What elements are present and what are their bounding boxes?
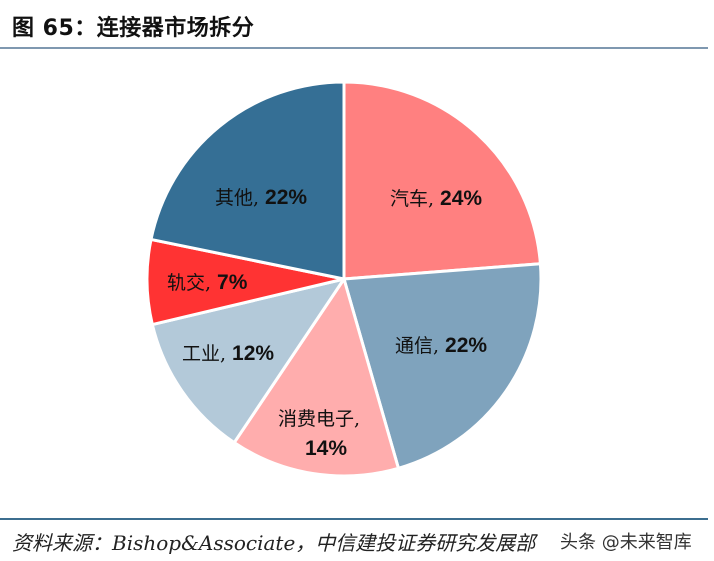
watermark: 头条 @未来智库 xyxy=(560,532,692,553)
label-telecom: 通信, 22% xyxy=(395,334,487,357)
label-industrial: 工业, 12% xyxy=(182,342,274,365)
slice-auto xyxy=(342,80,542,281)
label-consumer-electronics-pct: 14% xyxy=(305,437,347,460)
slice-labels: 汽车, 24% 通信, 22% 消费电子, 14% 工业, 12% 轨交, 7% 其他,… xyxy=(167,186,487,460)
label-auto: 汽车, 24% xyxy=(390,187,482,210)
label-rail: 轨交, 7% xyxy=(167,271,248,294)
label-other: 其他, 22% xyxy=(215,186,307,209)
pie-slices xyxy=(145,80,543,478)
slice-other xyxy=(149,80,346,281)
slice-industrial xyxy=(150,277,346,445)
figure-title: 图 65：连接器市场拆分 xyxy=(12,16,255,41)
slice-consumer-electronics xyxy=(232,277,400,478)
label-consumer-electronics: 消费电子, xyxy=(278,408,360,430)
source-note: 资料来源：Bishop&Associate，中信建投证券研究发展部 xyxy=(12,531,536,555)
footer-divider xyxy=(0,518,708,520)
title-divider xyxy=(0,47,708,49)
slice-telecom xyxy=(342,262,543,470)
